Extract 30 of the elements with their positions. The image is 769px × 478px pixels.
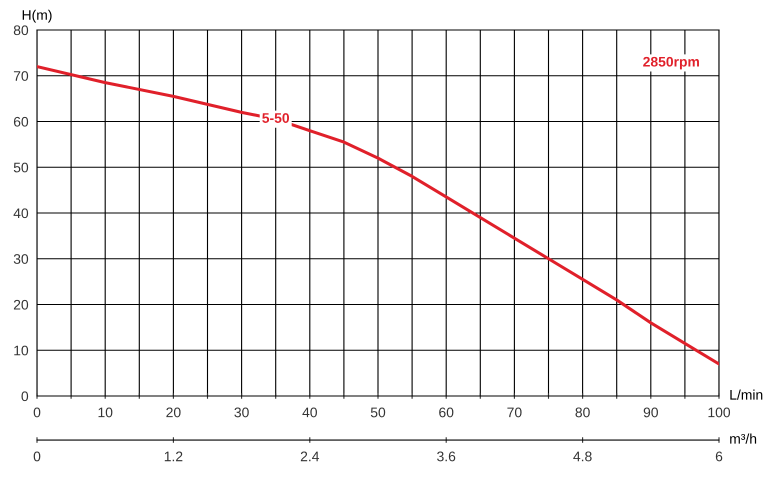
y-tick-label: 10 [14,346,28,356]
x2-tick-label: 3.6 [437,452,456,462]
x-tick-label: 10 [98,407,112,418]
x-tick-label: 20 [166,407,181,418]
y-axis-title: H(m) [22,10,52,23]
y-tick-label: 60 [14,116,28,127]
y-tick-label: 80 [14,25,28,36]
x-tick-label: 70 [507,407,522,418]
x-tick-label: 90 [644,407,658,418]
x2-tick-label: 1.2 [164,452,182,462]
y-tick-label: 20 [14,300,28,310]
annotation: 2850rpm [643,56,699,70]
x-tick-label: 40 [302,407,317,418]
y-tick-label: 40 [14,208,28,218]
x-tick-label: 0 [34,407,40,418]
x2-tick-label: 4.8 [573,452,592,462]
x2-axis-title: m³/h [730,434,756,444]
x-tick-label: 100 [708,407,730,418]
y-tick-label: 70 [14,71,28,81]
y-tick-label: 30 [14,254,28,264]
y-tick-label: 50 [14,162,28,172]
x2-tick-label: 2.4 [300,452,320,462]
x-tick-label: 50 [370,407,386,418]
x-axis-title: L/min [730,390,762,400]
y-tick-label: 0 [21,391,28,402]
x2-tick-label: 6 [716,452,722,462]
x-tick-label: 30 [234,407,249,418]
x2-tick-label: 0 [34,452,40,462]
x-tick-label: 60 [439,407,454,418]
x-tick-label: 80 [575,407,590,418]
